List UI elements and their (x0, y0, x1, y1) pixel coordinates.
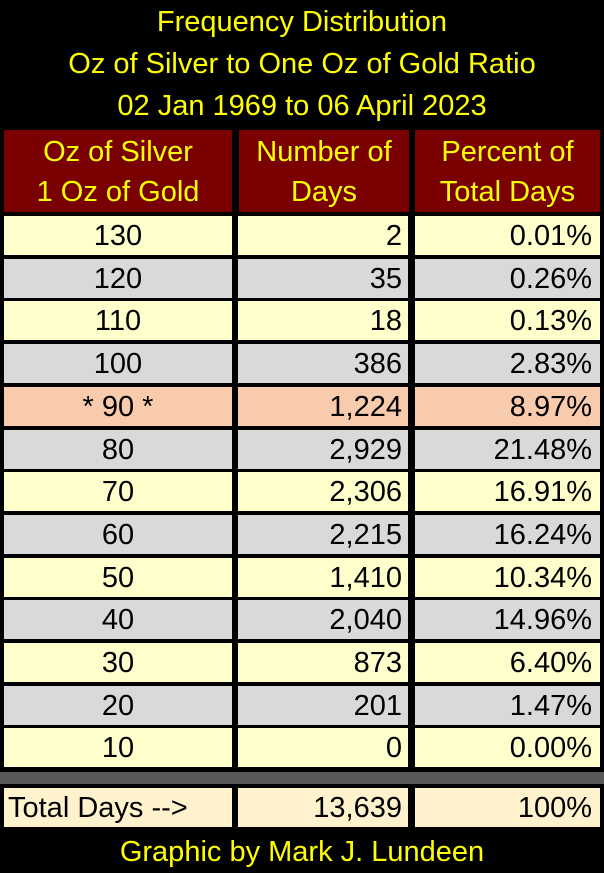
days-cell: 873 (238, 643, 408, 682)
table-row: 60 2,215 16.24% (0, 514, 604, 554)
percent-cell: 6.40% (415, 643, 600, 682)
separator-bar (0, 772, 604, 784)
title-line-2: Oz of Silver to One Oz of Gold Ratio (68, 48, 536, 80)
ratio-cell: 10 (4, 728, 232, 768)
header-days: Number of Days (239, 130, 409, 212)
header-percent-line1: Percent of (441, 136, 574, 168)
days-cell: 386 (238, 344, 408, 384)
ratio-cell: 30 (4, 643, 232, 682)
percent-cell: 16.91% (415, 472, 600, 512)
table-row: * 90 * 1,224 8.97% (0, 386, 604, 426)
ratio-cell: 60 (4, 514, 232, 554)
percent-cell: 1.47% (415, 685, 600, 725)
days-cell: 1,224 (238, 386, 408, 426)
days-cell: 2,040 (238, 600, 408, 640)
table-row: 30 873 6.40% (0, 643, 604, 682)
ratio-cell: 40 (4, 600, 232, 640)
table-row: 50 1,410 10.34% (0, 557, 604, 597)
ratio-cell: * 90 * (4, 386, 232, 426)
total-label: Total Days --> (4, 788, 232, 827)
percent-cell: 0.00% (415, 728, 600, 768)
table-row: 10 0 0.00% (0, 728, 604, 768)
total-percent: 100% (415, 788, 600, 827)
header-days-line2: Days (290, 176, 358, 208)
days-cell: 35 (238, 258, 408, 298)
ratio-cell: 20 (4, 685, 232, 725)
days-cell: 0 (238, 728, 408, 768)
header-days-line1: Number of (256, 136, 392, 168)
ratio-cell: 80 (4, 429, 232, 469)
days-cell: 2 (238, 216, 408, 255)
title-line-1: Frequency Distribution (156, 6, 448, 38)
percent-cell: 0.26% (415, 258, 600, 298)
ratio-cell: 50 (4, 557, 232, 597)
days-cell: 18 (238, 301, 408, 341)
days-cell: 201 (238, 685, 408, 725)
days-cell: 2,929 (238, 429, 408, 469)
ratio-cell: 130 (4, 216, 232, 255)
days-cell: 2,215 (238, 514, 408, 554)
percent-cell: 0.01% (415, 216, 600, 255)
total-days: 13,639 (238, 788, 408, 827)
total-row: Total Days --> 13,639 100% (0, 788, 604, 827)
percent-cell: 10.34% (415, 557, 600, 597)
table-row: 100 386 2.83% (0, 344, 604, 384)
percent-cell: 0.13% (415, 301, 600, 341)
percent-cell: 8.97% (415, 386, 600, 426)
ratio-cell: 110 (4, 301, 232, 341)
table-row: 70 2,306 16.91% (0, 472, 604, 512)
ratio-cell: 100 (4, 344, 232, 384)
percent-cell: 16.24% (415, 514, 600, 554)
header-percent-line2: Total Days (439, 176, 576, 208)
header-percent: Percent of Total Days (415, 130, 600, 212)
table-row: 120 35 0.26% (0, 258, 604, 298)
percent-cell: 2.83% (415, 344, 600, 384)
percent-cell: 21.48% (415, 429, 600, 469)
table-row: 20 201 1.47% (0, 685, 604, 725)
days-cell: 1,410 (238, 557, 408, 597)
table-row: 40 2,040 14.96% (0, 600, 604, 640)
table-row: 130 2 0.01% (0, 216, 604, 255)
percent-cell: 14.96% (415, 600, 600, 640)
footer-credit: Graphic by Mark J. Lundeen (119, 836, 485, 868)
ratio-cell: 120 (4, 258, 232, 298)
header-ratio-line1: Oz of Silver (43, 136, 193, 168)
ratio-cell: 70 (4, 472, 232, 512)
days-cell: 2,306 (238, 472, 408, 512)
title-line-3: 02 Jan 1969 to 06 April 2023 (117, 90, 487, 122)
header-ratio-line2: 1 Oz of Gold (36, 176, 200, 208)
table-row: 80 2,929 21.48% (0, 429, 604, 469)
header-ratio: Oz of Silver 1 Oz of Gold (4, 130, 232, 212)
table-row: 110 18 0.13% (0, 301, 604, 341)
